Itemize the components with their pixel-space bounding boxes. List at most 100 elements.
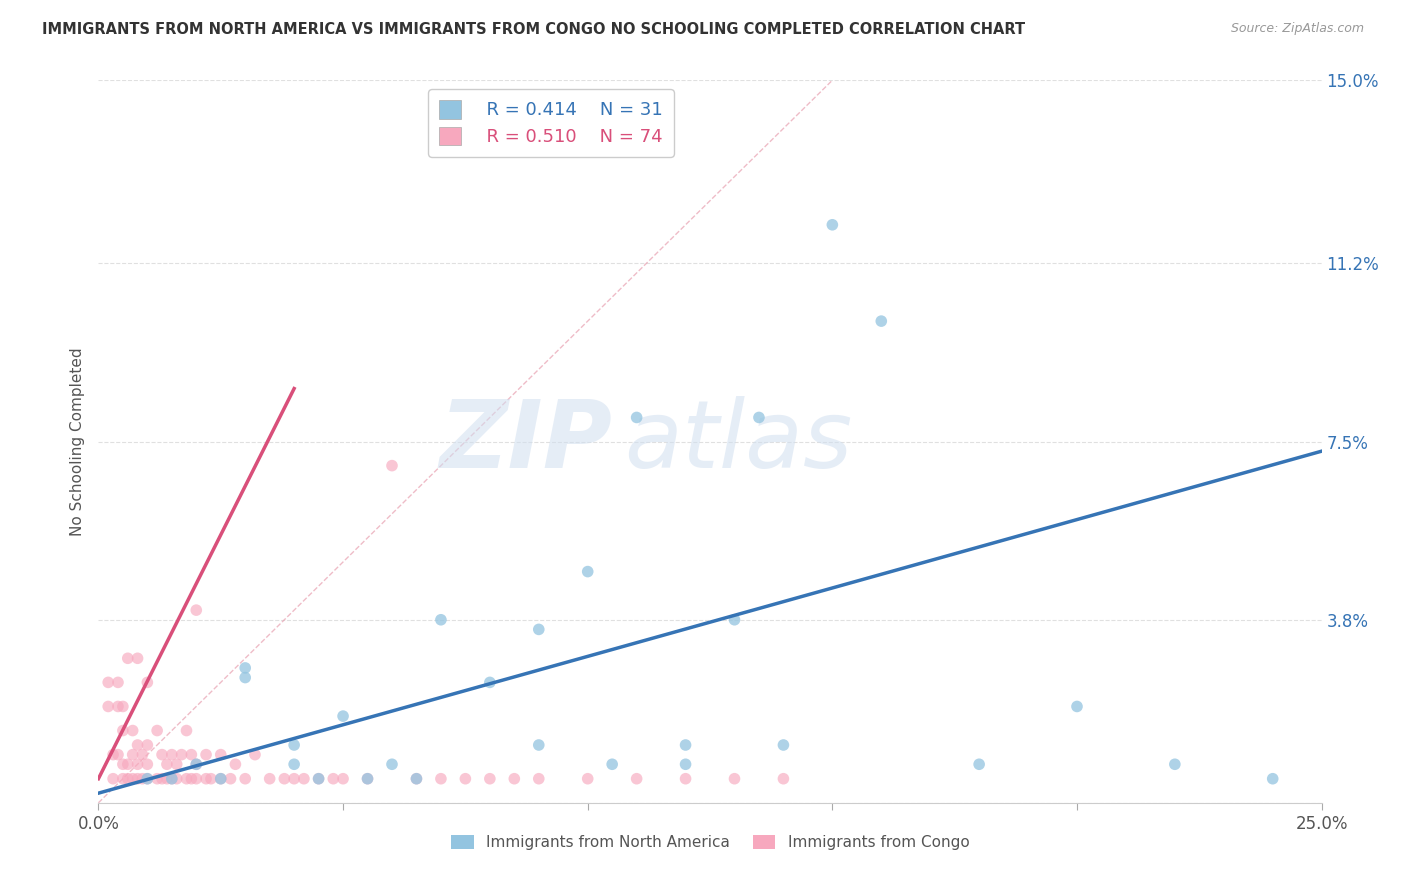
- Point: [107, 699, 129, 714]
- Point: [430, 772, 453, 786]
- Point: [170, 747, 193, 762]
- Point: [675, 757, 697, 772]
- Point: [219, 772, 242, 786]
- Point: [111, 723, 134, 738]
- Point: [107, 747, 129, 762]
- Point: [626, 772, 648, 786]
- Point: [273, 772, 295, 786]
- Point: [381, 757, 404, 772]
- Point: [136, 772, 159, 786]
- Point: [176, 723, 198, 738]
- Point: [101, 772, 124, 786]
- Point: [136, 757, 159, 772]
- Text: Source: ZipAtlas.com: Source: ZipAtlas.com: [1230, 22, 1364, 36]
- Point: [136, 738, 159, 752]
- Text: ZIP: ZIP: [439, 395, 612, 488]
- Legend: Immigrants from North America, Immigrants from Congo: Immigrants from North America, Immigrant…: [444, 830, 976, 856]
- Point: [186, 757, 208, 772]
- Point: [127, 757, 149, 772]
- Point: [381, 458, 404, 473]
- Point: [150, 772, 173, 786]
- Point: [146, 723, 169, 738]
- Point: [200, 772, 222, 786]
- Point: [160, 772, 183, 786]
- Point: [166, 757, 188, 772]
- Point: [150, 747, 173, 762]
- Point: [967, 757, 990, 772]
- Point: [308, 772, 330, 786]
- Point: [233, 661, 256, 675]
- Y-axis label: No Schooling Completed: No Schooling Completed: [70, 347, 86, 536]
- Point: [131, 747, 153, 762]
- Point: [356, 772, 378, 786]
- Point: [405, 772, 427, 786]
- Point: [405, 772, 427, 786]
- Point: [600, 757, 623, 772]
- Point: [1164, 757, 1187, 772]
- Point: [209, 772, 232, 786]
- Point: [117, 772, 139, 786]
- Point: [576, 772, 599, 786]
- Point: [1066, 699, 1088, 714]
- Point: [503, 772, 526, 786]
- Point: [478, 772, 501, 786]
- Point: [527, 772, 550, 786]
- Point: [626, 410, 648, 425]
- Point: [166, 772, 188, 786]
- Point: [111, 757, 134, 772]
- Point: [224, 757, 246, 772]
- Point: [454, 772, 477, 786]
- Point: [576, 565, 599, 579]
- Point: [160, 772, 183, 786]
- Point: [772, 738, 794, 752]
- Point: [332, 772, 354, 786]
- Point: [283, 738, 305, 752]
- Point: [117, 651, 139, 665]
- Point: [136, 772, 159, 786]
- Point: [259, 772, 281, 786]
- Point: [127, 738, 149, 752]
- Point: [723, 772, 745, 786]
- Point: [195, 747, 218, 762]
- Point: [209, 747, 232, 762]
- Point: [478, 675, 501, 690]
- Point: [186, 603, 208, 617]
- Point: [117, 757, 139, 772]
- Text: atlas: atlas: [624, 396, 852, 487]
- Point: [156, 772, 179, 786]
- Point: [97, 699, 120, 714]
- Point: [772, 772, 794, 786]
- Point: [121, 772, 143, 786]
- Point: [209, 772, 232, 786]
- Point: [121, 747, 143, 762]
- Point: [121, 723, 143, 738]
- Point: [292, 772, 315, 786]
- Point: [146, 772, 169, 786]
- Point: [101, 747, 124, 762]
- Point: [160, 747, 183, 762]
- Point: [111, 699, 134, 714]
- Point: [233, 772, 256, 786]
- Point: [675, 738, 697, 752]
- Point: [176, 772, 198, 786]
- Point: [233, 671, 256, 685]
- Point: [180, 772, 202, 786]
- Point: [283, 772, 305, 786]
- Point: [136, 675, 159, 690]
- Point: [332, 709, 354, 723]
- Point: [97, 675, 120, 690]
- Point: [180, 747, 202, 762]
- Point: [821, 218, 844, 232]
- Point: [308, 772, 330, 786]
- Point: [186, 757, 208, 772]
- Point: [1261, 772, 1284, 786]
- Point: [675, 772, 697, 786]
- Point: [748, 410, 770, 425]
- Point: [723, 613, 745, 627]
- Point: [322, 772, 344, 786]
- Point: [111, 772, 134, 786]
- Point: [127, 772, 149, 786]
- Point: [283, 757, 305, 772]
- Point: [186, 772, 208, 786]
- Point: [356, 772, 378, 786]
